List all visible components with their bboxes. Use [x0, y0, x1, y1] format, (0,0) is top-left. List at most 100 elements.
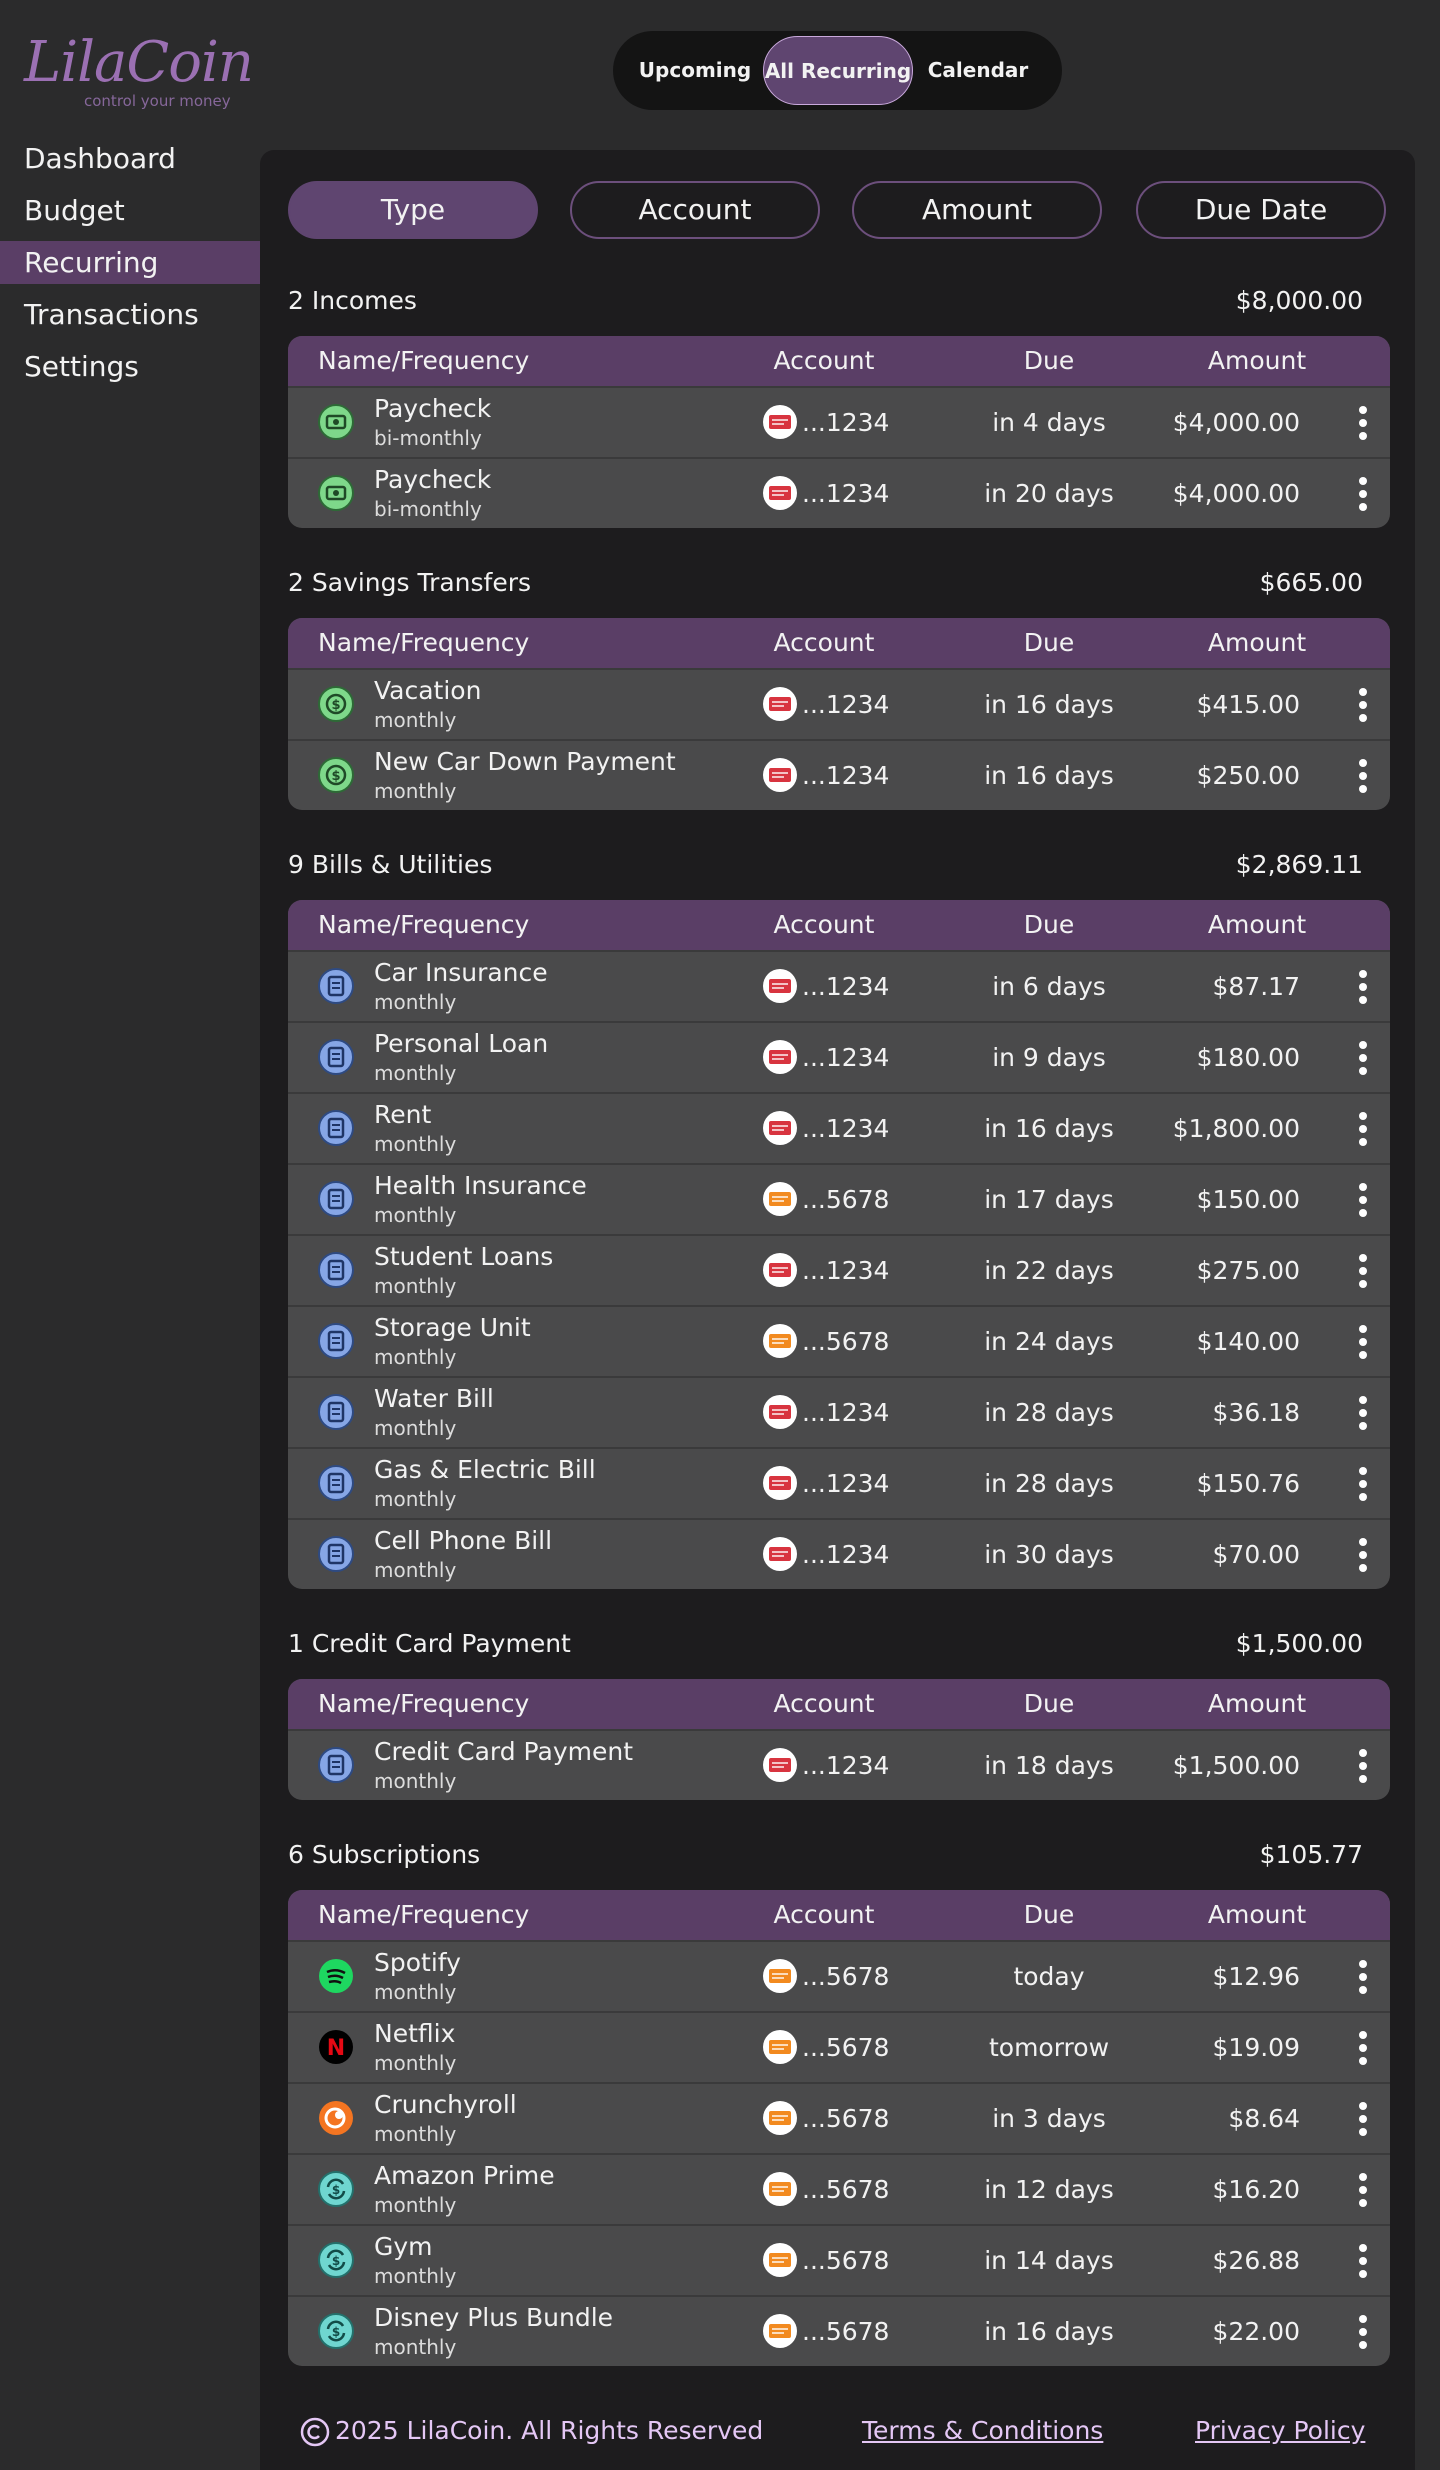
filter-pill[interactable]: Amount [852, 181, 1102, 239]
section-total: $105.77 [1259, 1840, 1363, 1869]
more-menu[interactable] [1353, 1181, 1373, 1219]
more-menu[interactable] [1353, 1958, 1373, 1996]
footer-link[interactable]: Privacy Policy [1195, 2416, 1366, 2445]
more-menu[interactable] [1353, 2313, 1373, 2351]
due-date: in 22 days [984, 1256, 1114, 1285]
column-header: Account [773, 1900, 875, 1929]
filter-pill[interactable]: Due Date [1136, 181, 1386, 239]
account-icon [762, 2100, 798, 2136]
amount: $70.00 [1212, 1540, 1300, 1569]
more-menu[interactable] [1353, 1039, 1373, 1077]
amount: $415.00 [1196, 690, 1300, 719]
category-icon: $ [318, 2313, 354, 2349]
svg-text:$: $ [331, 698, 340, 713]
table-row: $ Amazon Prime monthly ...5678 in 12 days $16… [288, 2153, 1390, 2224]
sidebar-link[interactable]: Dashboard [24, 142, 176, 175]
more-menu[interactable] [1353, 757, 1373, 795]
table-row: $ New Car Down Payment monthly ...1234 in 16… [288, 739, 1390, 810]
more-menu[interactable] [1353, 1465, 1373, 1503]
column-header: Amount [1207, 1900, 1307, 1929]
account-icon [762, 1958, 798, 1994]
amount: $140.00 [1196, 1327, 1300, 1356]
category-icon: $ [318, 686, 354, 722]
filter-pill[interactable]: Account [570, 181, 820, 239]
amount: $19.09 [1212, 2033, 1300, 2062]
account-number: ...1234 [802, 1540, 890, 1569]
category-icon: $ [318, 757, 354, 793]
logo[interactable]: LilaCoin [24, 30, 254, 95]
sidebar-link[interactable]: Recurring [0, 241, 260, 284]
more-menu[interactable] [1353, 2171, 1373, 2209]
due-date: in 28 days [984, 1469, 1114, 1498]
table-header: Name/Frequency Account Due Amount [288, 1679, 1390, 1729]
item-frequency: monthly [374, 2335, 457, 2359]
table-header: Name/Frequency Account Due Amount [288, 900, 1390, 950]
category-icon [318, 1323, 354, 1359]
more-menu[interactable] [1353, 686, 1373, 724]
more-menu[interactable] [1353, 1252, 1373, 1290]
column-header: Name/Frequency [318, 346, 530, 375]
column-header: Due [1023, 1900, 1075, 1929]
svg-text:$: $ [332, 2325, 340, 2339]
filter-pill[interactable]: Type [288, 181, 538, 239]
account-number: ...1234 [802, 1398, 890, 1427]
item-frequency: monthly [374, 1487, 457, 1511]
sidebar-link[interactable]: Budget [24, 194, 125, 227]
table-row: Cell Phone Bill monthly ...1234 in 30 days $… [288, 1518, 1390, 1589]
account-number: ...1234 [802, 690, 890, 719]
due-date: in 16 days [984, 690, 1114, 719]
item-name: Cell Phone Bill [374, 1526, 553, 1555]
account-icon [762, 757, 798, 793]
item-frequency: monthly [374, 708, 457, 732]
account-number: ...5678 [802, 1327, 890, 1356]
sidebar-link[interactable]: Settings [24, 350, 139, 383]
category-icon [318, 1394, 354, 1430]
table-row: Student Loans monthly ...1234 in 22 days $27… [288, 1234, 1390, 1305]
account-icon [762, 475, 798, 511]
nav-tab[interactable]: Upcoming [638, 58, 752, 82]
more-menu[interactable] [1353, 1394, 1373, 1432]
section-total: $665.00 [1259, 568, 1363, 597]
item-name: Vacation [374, 676, 482, 705]
nav-tab[interactable]: Calendar [927, 58, 1029, 82]
item-frequency: monthly [374, 1769, 457, 1793]
amount: $22.00 [1212, 2317, 1300, 2346]
category-icon [318, 1536, 354, 1572]
item-frequency: monthly [374, 1203, 457, 1227]
item-name: Health Insurance [374, 1171, 587, 1200]
more-menu[interactable] [1353, 968, 1373, 1006]
more-menu[interactable] [1353, 1747, 1373, 1785]
nav-tab[interactable]: All Recurring [763, 36, 913, 105]
more-menu[interactable] [1353, 475, 1373, 513]
account-icon [762, 1323, 798, 1359]
account-icon [762, 1039, 798, 1075]
more-menu[interactable] [1353, 1110, 1373, 1148]
more-menu[interactable] [1353, 1536, 1373, 1574]
section-total: $2,869.11 [1235, 850, 1363, 879]
more-menu[interactable] [1353, 404, 1373, 442]
more-menu[interactable] [1353, 2100, 1373, 2138]
amount: $150.76 [1196, 1469, 1300, 1498]
table-row: Rent monthly ...1234 in 16 days $1,800.00 [288, 1092, 1390, 1163]
account-icon [762, 968, 798, 1004]
category-icon [318, 475, 354, 511]
footer-link[interactable]: Terms & Conditions [862, 2416, 1104, 2445]
amount: $1,800.00 [1172, 1114, 1300, 1143]
account-number: ...1234 [802, 479, 890, 508]
column-header: Name/Frequency [318, 910, 530, 939]
item-name: Storage Unit [374, 1313, 531, 1342]
column-header: Account [773, 346, 875, 375]
more-menu[interactable] [1353, 1323, 1373, 1361]
column-header: Due [1023, 1689, 1075, 1718]
more-menu[interactable] [1353, 2242, 1373, 2280]
sidebar-link[interactable]: Transactions [24, 298, 199, 331]
account-number: ...5678 [802, 2246, 890, 2275]
item-name: Gas & Electric Bill [374, 1455, 596, 1484]
account-icon [762, 686, 798, 722]
more-menu[interactable] [1353, 2029, 1373, 2067]
tagline: control your money [84, 92, 231, 110]
column-header: Due [1023, 346, 1075, 375]
account-icon [762, 1465, 798, 1501]
category-icon: $ [318, 2242, 354, 2278]
item-frequency: monthly [374, 2193, 457, 2217]
